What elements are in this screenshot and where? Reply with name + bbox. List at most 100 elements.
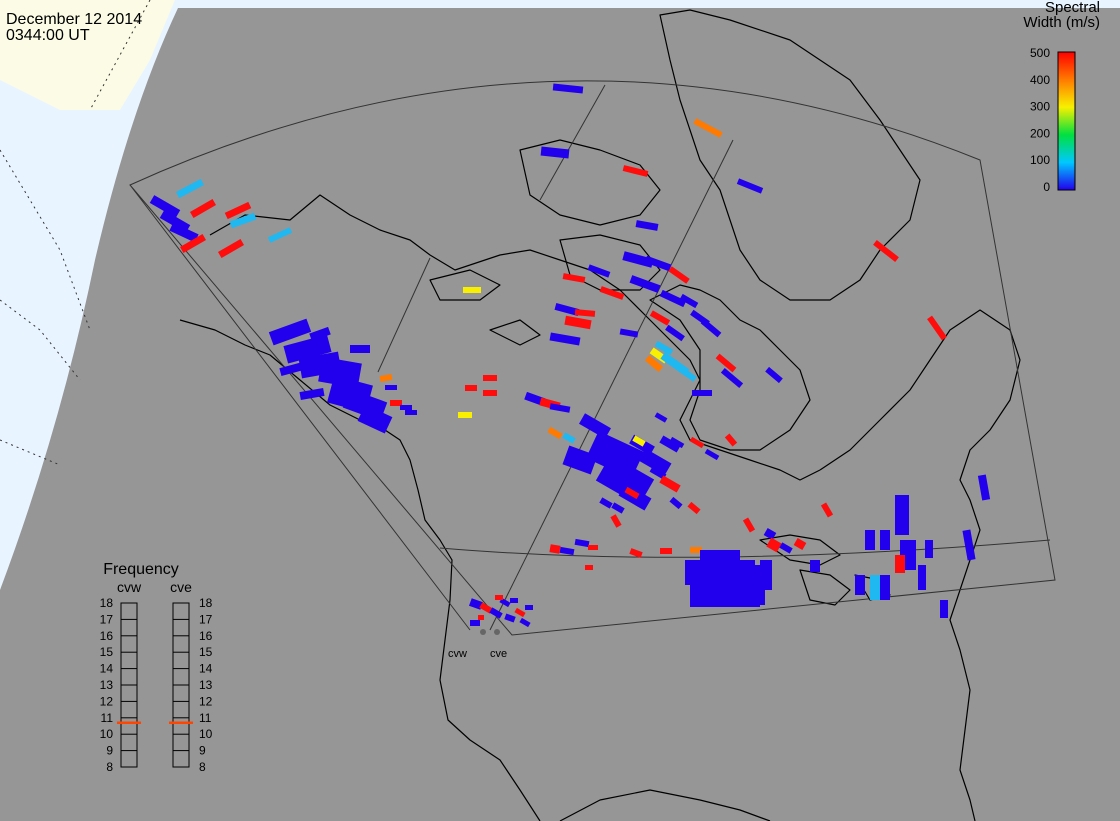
colorbar-tick-label: 300 <box>1030 100 1050 114</box>
echo-cell <box>622 251 654 268</box>
echo-cell <box>468 598 484 610</box>
echo-cell <box>610 514 622 528</box>
echo-cell <box>820 502 834 518</box>
frequency-scale-label-left: 10 <box>100 727 114 741</box>
frequency-scale-label-left: 11 <box>101 711 114 725</box>
echo-cell <box>638 448 672 476</box>
echo-cell <box>962 529 976 561</box>
echo-cell <box>659 435 681 453</box>
echo-cell <box>510 598 518 603</box>
echo-cell <box>895 495 909 535</box>
echo-cell <box>925 540 933 558</box>
graticule-lines <box>0 0 151 466</box>
colorbar-title-line1: Spectral <box>1045 0 1100 16</box>
echo-cell <box>659 289 687 308</box>
echo-cell <box>692 390 712 396</box>
echo-cell <box>483 375 497 381</box>
echo-cell <box>760 560 772 590</box>
radar-label-cvw: cvw <box>448 648 467 660</box>
frequency-scale-label-left: 14 <box>100 662 114 676</box>
frequency-scale-label-left: 15 <box>100 645 114 659</box>
echo-cell <box>654 340 674 356</box>
colorbar-tick-label: 200 <box>1030 126 1050 140</box>
echo-cell <box>587 264 611 278</box>
echo-cell <box>479 602 493 614</box>
radar-label-cve: cve <box>490 648 507 660</box>
frequency-scale-label-right: 17 <box>199 612 213 626</box>
echo-cell <box>579 413 611 439</box>
echo-cell <box>599 286 625 300</box>
echo-cell <box>895 555 905 573</box>
echo-cell <box>470 620 480 626</box>
colorbar-tick-label: 0 <box>1043 180 1050 194</box>
frequency-panel: Frequency cvw cve 18 18 17 17 16 16 15 15 14 14 13… <box>100 561 213 774</box>
spectral-width-colorbar: Spectral Width (m/s) 500 400 300 200 100 0 <box>1023 0 1100 194</box>
echo-cell <box>390 400 402 406</box>
echo-cell <box>483 390 497 396</box>
frequency-scale-label-right: 10 <box>199 727 213 741</box>
frequency-scale-label-right: 8 <box>199 760 206 774</box>
echo-cell <box>855 575 865 595</box>
radar-sites: cvw cve <box>448 629 507 660</box>
echo-cell <box>549 544 561 554</box>
echo-cell <box>629 275 661 293</box>
echo-cell <box>870 575 880 600</box>
echo-cell <box>400 405 412 410</box>
echo-cell <box>379 374 393 382</box>
frequency-title: Frequency <box>103 561 179 578</box>
echo-cell <box>669 436 685 449</box>
echo-cell <box>675 364 697 382</box>
echo-cell <box>918 565 926 590</box>
echo-cell <box>700 318 722 338</box>
frequency-scale-label-right: 15 <box>199 645 213 659</box>
frequency-scale-label-right: 13 <box>199 678 213 692</box>
echo-cell <box>599 497 613 509</box>
echo-cell <box>649 310 671 326</box>
colorbar-tick-label: 100 <box>1030 153 1050 167</box>
frequency-scale-label-right: 18 <box>199 596 213 610</box>
echo-cell <box>478 615 484 620</box>
echo-cell <box>880 575 890 600</box>
echo-cell <box>495 595 503 600</box>
echo-cell <box>559 546 575 556</box>
echo-cell <box>873 240 899 262</box>
echo-cell <box>499 597 511 608</box>
echo-cell <box>742 517 756 533</box>
echo-cell <box>690 547 702 553</box>
echo-cell <box>357 404 393 434</box>
echo-cell <box>940 600 948 618</box>
echo-cell <box>489 607 503 619</box>
frequency-scale-label-right: 14 <box>199 662 213 676</box>
sea-ice <box>0 0 175 110</box>
colorbar-ticks: 500 400 300 200 100 0 <box>1030 46 1050 194</box>
echo-cell <box>463 287 481 293</box>
echo-cell <box>504 613 516 623</box>
echo-cell <box>810 560 820 572</box>
frequency-label-cvw: cvw <box>117 579 142 595</box>
echo-cell <box>309 326 331 342</box>
frequency-scale: 18 18 17 17 16 16 15 15 14 14 13 13 12 12 11 11 10 10 9 9 8 8 <box>100 596 213 774</box>
echo-cell <box>665 324 685 342</box>
echo-cell <box>179 233 207 254</box>
echo-cell <box>574 538 590 548</box>
echo-cell <box>514 607 526 618</box>
echo-cell <box>669 496 683 510</box>
frequency-scale-label-left: 12 <box>100 694 114 708</box>
frequency-scale-label-right: 16 <box>199 629 213 643</box>
echo-cell <box>693 118 723 138</box>
echo-cell <box>299 387 325 401</box>
echo-cell <box>562 445 598 475</box>
echo-cell <box>224 201 252 220</box>
echo-cell <box>927 315 947 341</box>
echo-cell <box>229 212 257 229</box>
radar-echoes <box>149 83 991 628</box>
date-label: December 12 2014 <box>6 11 142 28</box>
radar-site-cve <box>494 629 500 635</box>
echo-cell <box>689 436 705 449</box>
echo-cell <box>465 385 477 391</box>
time-label: 0344:00 UT <box>6 27 90 44</box>
echo-cell <box>704 448 720 461</box>
echo-cell <box>175 178 205 199</box>
